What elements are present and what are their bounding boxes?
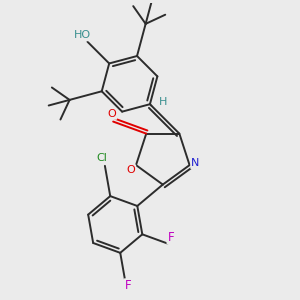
Text: O: O <box>107 109 116 119</box>
Text: N: N <box>191 158 200 168</box>
Text: H: H <box>159 97 167 107</box>
Text: HO: HO <box>74 30 91 40</box>
Text: O: O <box>127 165 135 175</box>
Text: Cl: Cl <box>96 152 107 163</box>
Text: F: F <box>167 231 174 244</box>
Text: F: F <box>125 279 131 292</box>
